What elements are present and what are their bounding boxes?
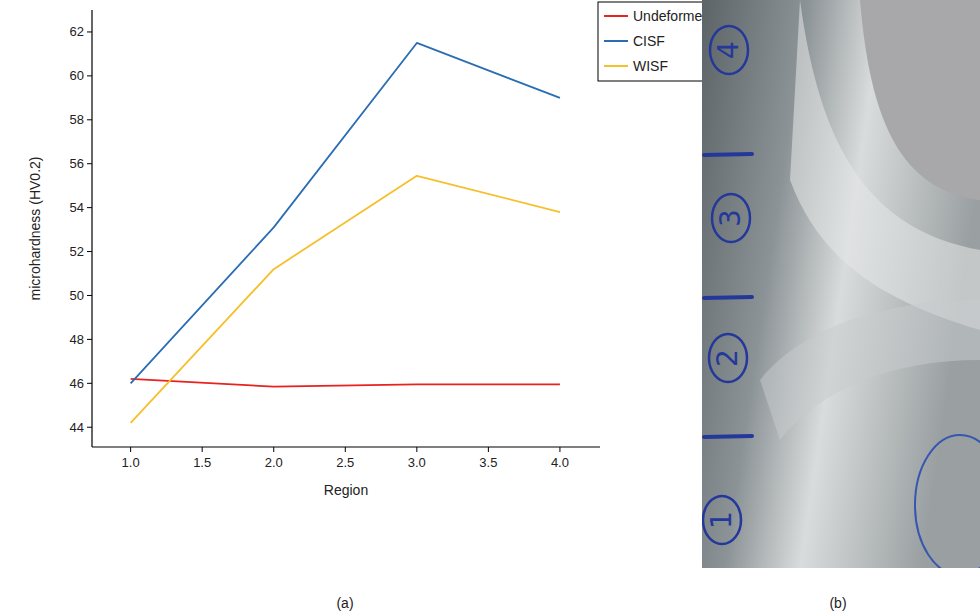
x-tick-label: 2.0 bbox=[265, 455, 283, 470]
x-tick bbox=[202, 447, 203, 452]
region-label: 2 bbox=[711, 349, 744, 367]
y-tick-label: 44 bbox=[70, 420, 84, 435]
y-tick-label: 54 bbox=[70, 200, 84, 215]
sheet-highlight bbox=[760, 300, 980, 440]
y-tick bbox=[87, 295, 92, 296]
label-circle bbox=[710, 26, 748, 74]
legend-label: Undeformed bbox=[633, 8, 710, 24]
x-tick-label: 3.0 bbox=[408, 455, 426, 470]
y-tick bbox=[87, 75, 92, 76]
region-label: 3 bbox=[714, 209, 747, 227]
legend: Undeformed CISF WISF bbox=[598, 2, 716, 81]
series-line bbox=[131, 43, 560, 383]
y-tick bbox=[87, 207, 92, 208]
figure: 44 46 48 50 52 54 56 58 60 62 1.0 1.5 2.0 2.5 3.0 3.5 4.… bbox=[0, 0, 980, 614]
label-circle bbox=[703, 496, 741, 544]
legend-swatch bbox=[604, 40, 628, 42]
panel-caption: (a) bbox=[336, 595, 353, 611]
y-axis-title: microhardness (HV0.2) bbox=[27, 157, 43, 301]
y-tick-label: 52 bbox=[70, 244, 84, 259]
region-divider bbox=[704, 297, 752, 298]
x-tick-label: 1.5 bbox=[193, 455, 211, 470]
legend-box bbox=[598, 2, 716, 81]
photo-background bbox=[702, 0, 980, 568]
y-tick bbox=[87, 119, 92, 120]
legend-label: CISF bbox=[633, 33, 665, 49]
ink-mark bbox=[915, 435, 980, 568]
series-line bbox=[131, 379, 560, 387]
region-label: 4 bbox=[712, 41, 745, 59]
y-tick-label: 50 bbox=[70, 288, 84, 303]
legend-label: WISF bbox=[633, 58, 668, 74]
y-tick-label: 56 bbox=[70, 156, 84, 171]
y-tick bbox=[87, 383, 92, 384]
plot-lines bbox=[131, 43, 560, 423]
region-label: 1 bbox=[705, 511, 738, 529]
x-tick bbox=[559, 447, 560, 452]
photo: 1 2 3 4 bbox=[702, 0, 980, 575]
legend-swatch bbox=[604, 65, 628, 67]
label-circle bbox=[712, 194, 750, 242]
region-divider bbox=[704, 154, 752, 155]
label-circle bbox=[709, 334, 747, 382]
y-tick bbox=[87, 251, 92, 252]
x-tick bbox=[345, 447, 346, 452]
y-tick bbox=[87, 427, 92, 428]
x-axis bbox=[92, 446, 600, 447]
y-tick bbox=[87, 163, 92, 164]
x-axis-title: Region bbox=[324, 482, 368, 498]
y-tick bbox=[87, 31, 92, 32]
y-tick-label: 60 bbox=[70, 68, 84, 83]
x-tick-label: 2.5 bbox=[336, 455, 354, 470]
x-tick-label: 1.0 bbox=[122, 455, 140, 470]
x-tick-label: 4.0 bbox=[551, 455, 569, 470]
region-divider bbox=[704, 436, 752, 437]
y-tick-label: 48 bbox=[70, 332, 84, 347]
y-tick-label: 62 bbox=[70, 24, 84, 39]
x-tick bbox=[130, 447, 131, 452]
y-tick-label: 46 bbox=[70, 376, 84, 391]
x-tick bbox=[273, 447, 274, 452]
x-tick bbox=[488, 447, 489, 452]
legend-swatch bbox=[604, 15, 628, 17]
x-tick bbox=[416, 447, 417, 452]
y-tick bbox=[87, 339, 92, 340]
metal-sheet bbox=[702, 0, 980, 568]
x-tick-label: 3.5 bbox=[479, 455, 497, 470]
panel-caption: (b) bbox=[829, 595, 846, 611]
sheet-highlight bbox=[790, 0, 980, 330]
series-line bbox=[131, 176, 560, 423]
y-tick-label: 58 bbox=[70, 112, 84, 127]
